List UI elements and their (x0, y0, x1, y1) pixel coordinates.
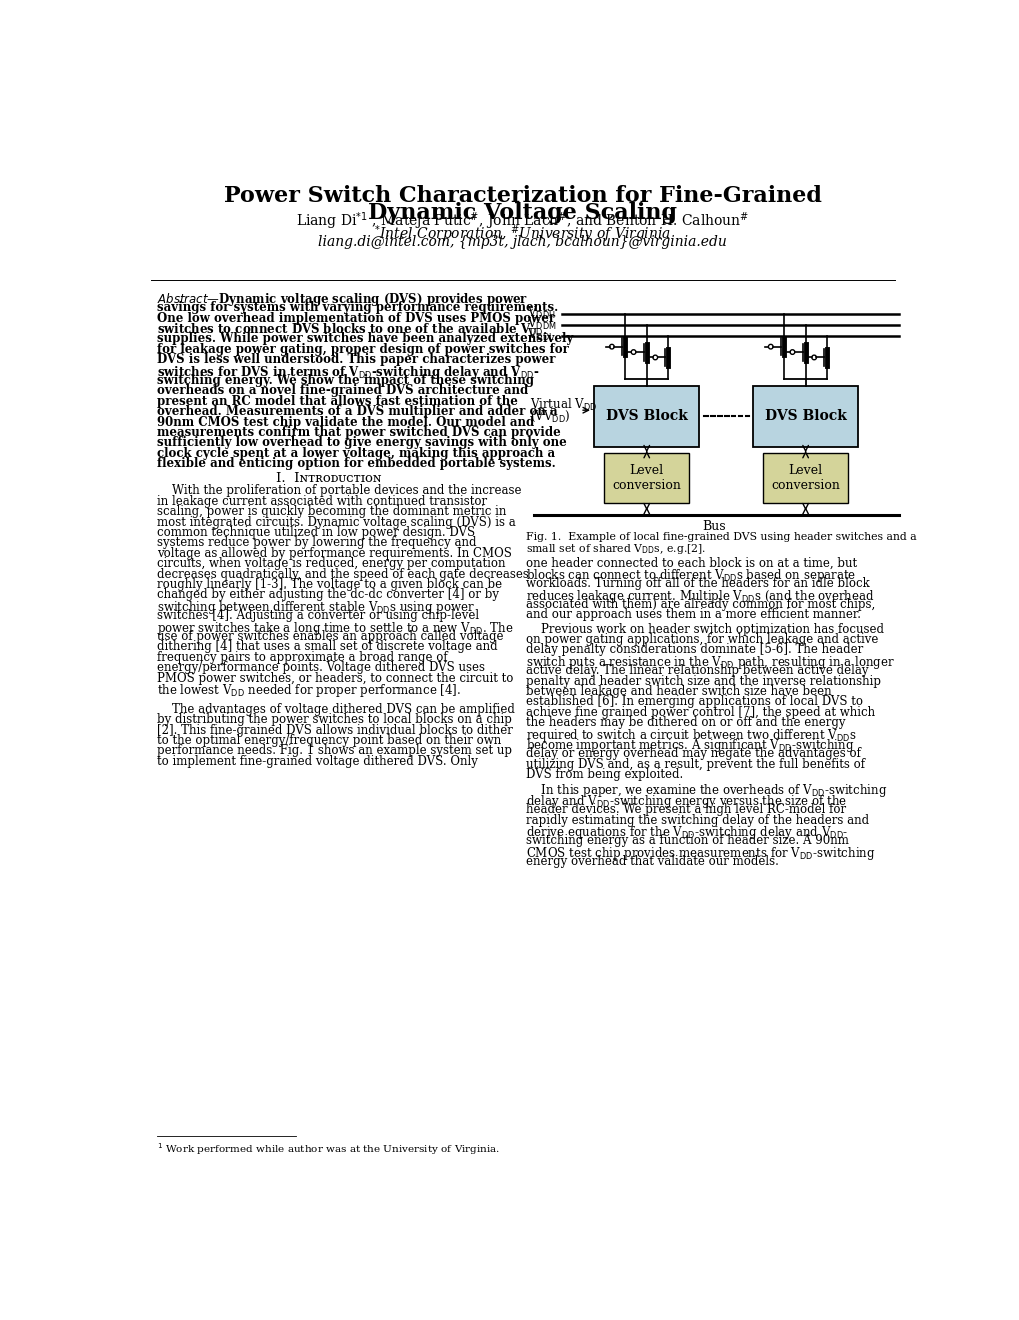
Text: clock cycle spent at a lower voltage, making this approach a: clock cycle spent at a lower voltage, ma… (157, 446, 554, 459)
Text: dithering [4] that uses a small set of discrete voltage and: dithering [4] that uses a small set of d… (157, 640, 497, 653)
Text: Level
conversion: Level conversion (770, 465, 840, 492)
Text: switching energy. We show the impact of these switching: switching energy. We show the impact of … (157, 374, 533, 387)
Text: to the optimal energy/frequency point based on their own: to the optimal energy/frequency point ba… (157, 734, 500, 747)
Text: overhead. Measurements of a DVS multiplier and adder on a: overhead. Measurements of a DVS multipli… (157, 405, 557, 418)
Text: rapidly estimating the switching delay of the headers and: rapidly estimating the switching delay o… (526, 813, 868, 826)
Text: DVS from being exploited.: DVS from being exploited. (526, 768, 683, 781)
Text: to implement fine-grained voltage dithered DVS. Only: to implement fine-grained voltage dither… (157, 755, 477, 768)
Text: CMOS test chip provides measurements for V$_{\rm DD}$-switching: CMOS test chip provides measurements for… (526, 845, 874, 862)
Text: by distributing the power switches to local blocks on a chip: by distributing the power switches to lo… (157, 713, 512, 726)
Text: V$_{\rm DDH}$: V$_{\rm DDH}$ (527, 305, 555, 321)
Text: delay and V$_{\rm DD}$-switching energy versus the size of the: delay and V$_{\rm DD}$-switching energy … (526, 793, 847, 810)
Text: penalty and header switch size and the inverse relationship: penalty and header switch size and the i… (526, 675, 880, 688)
Text: switching energy as a function of header size. A 90nm: switching energy as a function of header… (526, 834, 848, 847)
Text: circuits, when voltage is reduced, energy per computation: circuits, when voltage is reduced, energ… (157, 557, 505, 570)
Text: one header connected to each block is on at a time, but: one header connected to each block is on… (526, 557, 856, 569)
Text: decreases quadratically, and the speed of each gate decreases: decreases quadratically, and the speed o… (157, 568, 528, 581)
Text: most integrated circuits. Dynamic voltage scaling (DVS) is a: most integrated circuits. Dynamic voltag… (157, 516, 516, 529)
Text: supplies. While power switches have been analyzed extensively: supplies. While power switches have been… (157, 333, 573, 346)
Text: required to switch a circuit between two different V$_{\rm DD}$s: required to switch a circuit between two… (526, 726, 856, 743)
Text: established [6]. In emerging applications of local DVS to: established [6]. In emerging application… (526, 696, 862, 709)
Text: V$_{\rm DDL}$: V$_{\rm DDL}$ (527, 326, 554, 343)
Text: I.  Iɴᴛʀᴏᴅᴜᴄᴛɪᴏɴ: I. Iɴᴛʀᴏᴅᴜᴄᴛɪᴏɴ (276, 473, 381, 486)
Text: overheads on a novel fine-grained DVS architecture and: overheads on a novel fine-grained DVS ar… (157, 384, 528, 397)
Text: utilizing DVS and, as a result, prevent the full benefits of: utilizing DVS and, as a result, prevent … (526, 758, 864, 771)
Text: switching between different stable V$_{\rm DD}$s using power: switching between different stable V$_{\… (157, 599, 474, 616)
Text: associated with them) are already common for most chips,: associated with them) are already common… (526, 598, 874, 611)
Text: (VV$_{\rm DD}$): (VV$_{\rm DD}$) (529, 409, 570, 424)
Text: sufficiently low overhead to give energy savings with only one: sufficiently low overhead to give energy… (157, 437, 567, 449)
Text: Previous work on header switch optimization has focused: Previous work on header switch optimizat… (526, 623, 883, 636)
Text: power switches take a long time to settle to a new V$_{\rm DD}$. The: power switches take a long time to settl… (157, 619, 513, 636)
Text: between leakage and header switch size have been: between leakage and header switch size h… (526, 685, 830, 698)
Text: on power gating applications, for which leakage and active: on power gating applications, for which … (526, 634, 877, 645)
FancyBboxPatch shape (753, 385, 857, 447)
Text: small set of shared V$_{\rm DD}$s, e.g.[2].: small set of shared V$_{\rm DD}$s, e.g.[… (526, 543, 705, 556)
Text: energy/performance points. Voltage dithered DVS uses: energy/performance points. Voltage dithe… (157, 661, 484, 675)
Text: present an RC model that allows fast estimation of the: present an RC model that allows fast est… (157, 395, 518, 408)
Text: DVS Block: DVS Block (764, 409, 846, 424)
Text: DVS is less well understood. This paper characterizes power: DVS is less well understood. This paper … (157, 354, 555, 366)
Text: V$_{\rm DDM}$: V$_{\rm DDM}$ (527, 315, 556, 333)
Text: liang.di@intel.com, {mp3t, jlach, bcalhoun}@virginia.edu: liang.di@intel.com, {mp3t, jlach, bcalho… (318, 235, 727, 249)
Text: header devices. We present a high level RC-model for: header devices. We present a high level … (526, 804, 845, 816)
Text: With the proliferation of portable devices and the increase: With the proliferation of portable devic… (157, 484, 521, 498)
Text: voltage as allowed by performance requirements. In CMOS: voltage as allowed by performance requir… (157, 546, 512, 560)
Text: measurements confirm that power switched DVS can provide: measurements confirm that power switched… (157, 426, 560, 440)
Text: use of power switches enables an approach called voltage: use of power switches enables an approac… (157, 630, 503, 643)
Text: energy overhead that validate our models.: energy overhead that validate our models… (526, 855, 777, 869)
FancyBboxPatch shape (594, 385, 698, 447)
Text: Fig. 1.  Example of local fine-grained DVS using header switches and a: Fig. 1. Example of local fine-grained DV… (526, 532, 916, 541)
Text: the lowest V$_{\rm DD}$ needed for proper performance [4].: the lowest V$_{\rm DD}$ needed for prope… (157, 682, 461, 700)
Text: reduces leakage current. Multiple V$_{\rm DD}$s (and the overhead: reduces leakage current. Multiple V$_{\r… (526, 587, 873, 605)
Text: in leakage current associated with continued transistor: in leakage current associated with conti… (157, 495, 487, 508)
Text: common technique utilized in low power design. DVS: common technique utilized in low power d… (157, 527, 475, 539)
FancyBboxPatch shape (603, 453, 689, 503)
FancyBboxPatch shape (762, 453, 848, 503)
Text: and our approach uses them in a more efficient manner.: and our approach uses them in a more eff… (526, 609, 860, 622)
Text: 90nm CMOS test chip validate the model. Our model and: 90nm CMOS test chip validate the model. … (157, 416, 534, 429)
Text: $\it{Abstract}$—Dynamic voltage scaling (DVS) provides power: $\it{Abstract}$—Dynamic voltage scaling … (157, 290, 528, 308)
Text: In this paper, we examine the overheads of V$_{\rm DD}$-switching: In this paper, we examine the overheads … (526, 783, 887, 800)
Text: Level
conversion: Level conversion (611, 465, 681, 492)
Text: derive equations for the V$_{\rm DD}$-switching delay and V$_{\rm DD}$-: derive equations for the V$_{\rm DD}$-sw… (526, 824, 848, 841)
Text: One low overhead implementation of DVS uses PMOS power: One low overhead implementation of DVS u… (157, 312, 554, 325)
Text: blocks can connect to different V$_{\rm DD}$s based on separate: blocks can connect to different V$_{\rm … (526, 566, 855, 583)
Text: Bus: Bus (702, 520, 726, 532)
Text: become important metrics. A significant V$_{\rm DD}$-switching: become important metrics. A significant … (526, 737, 854, 754)
Text: savings for systems with varying performance requirements.: savings for systems with varying perform… (157, 301, 557, 314)
Text: delay or energy overhead may negate the advantages of: delay or energy overhead may negate the … (526, 747, 860, 760)
Text: DVS Block: DVS Block (605, 409, 687, 424)
Text: Liang Di$^{*1}$ , Mateja Putic$^{\#}$, John Lach$^{\#}$, and Benton H. Calhoun$^: Liang Di$^{*1}$ , Mateja Putic$^{\#}$, J… (296, 211, 749, 232)
Text: delay penalty considerations dominate [5-6]. The header: delay penalty considerations dominate [5… (526, 644, 862, 656)
Text: Virtual V$_{\rm DD}$: Virtual V$_{\rm DD}$ (529, 397, 596, 413)
Text: frequency pairs to approximate a broad range of: frequency pairs to approximate a broad r… (157, 651, 447, 664)
Text: switch puts a resistance in the V$_{\rm DD}$ path, resulting in a longer: switch puts a resistance in the V$_{\rm … (526, 653, 894, 671)
Text: $^{1}$ Work performed while author was at the University of Virginia.: $^{1}$ Work performed while author was a… (157, 1140, 499, 1156)
Text: active delay. The linear relationship between active delay: active delay. The linear relationship be… (526, 664, 867, 677)
Text: scaling, power is quickly becoming the dominant metric in: scaling, power is quickly becoming the d… (157, 506, 505, 519)
Text: changed by either adjusting the dc-dc converter [4] or by: changed by either adjusting the dc-dc co… (157, 589, 498, 602)
Text: achieve fine grained power control [7], the speed at which: achieve fine grained power control [7], … (526, 706, 874, 719)
Text: systems reduce power by lowering the frequency and: systems reduce power by lowering the fre… (157, 536, 476, 549)
Text: $^{*}$Intel Corporation, $^{\#}$University of Virginia: $^{*}$Intel Corporation, $^{\#}$Universi… (374, 223, 671, 244)
Text: switches for DVS in terms of V$_{\rm DD}$-switching delay and V$_{\rm DD}$-: switches for DVS in terms of V$_{\rm DD}… (157, 363, 539, 380)
Text: switches to connect DVS blocks to one of the available V$_{\rm DD}$: switches to connect DVS blocks to one of… (157, 322, 543, 338)
Text: Power Switch Characterization for Fine-Grained: Power Switch Characterization for Fine-G… (223, 185, 821, 207)
Text: performance needs. Fig. 1 shows an example system set up: performance needs. Fig. 1 shows an examp… (157, 744, 512, 758)
Text: The advantages of voltage dithered DVS can be amplified: The advantages of voltage dithered DVS c… (157, 702, 515, 715)
Text: Dynamic Voltage Scaling: Dynamic Voltage Scaling (368, 202, 677, 224)
Text: [2]. This fine-grained DVS allows individual blocks to dither: [2]. This fine-grained DVS allows indivi… (157, 723, 513, 737)
Text: flexible and enticing option for embedded portable systems.: flexible and enticing option for embedde… (157, 457, 555, 470)
Text: switches [4]. Adjusting a converter or using chip-level: switches [4]. Adjusting a converter or u… (157, 610, 479, 622)
Text: workloads. Turning off all of the headers for an idle block: workloads. Turning off all of the header… (526, 577, 869, 590)
Text: PMOS power switches, or headers, to connect the circuit to: PMOS power switches, or headers, to conn… (157, 672, 513, 685)
Text: roughly linearly [1-3]. The voltage to a given block can be: roughly linearly [1-3]. The voltage to a… (157, 578, 501, 591)
Text: the headers may be dithered on or off and the energy: the headers may be dithered on or off an… (526, 717, 845, 729)
Text: for leakage power gating, proper design of power switches for: for leakage power gating, proper design … (157, 343, 569, 356)
